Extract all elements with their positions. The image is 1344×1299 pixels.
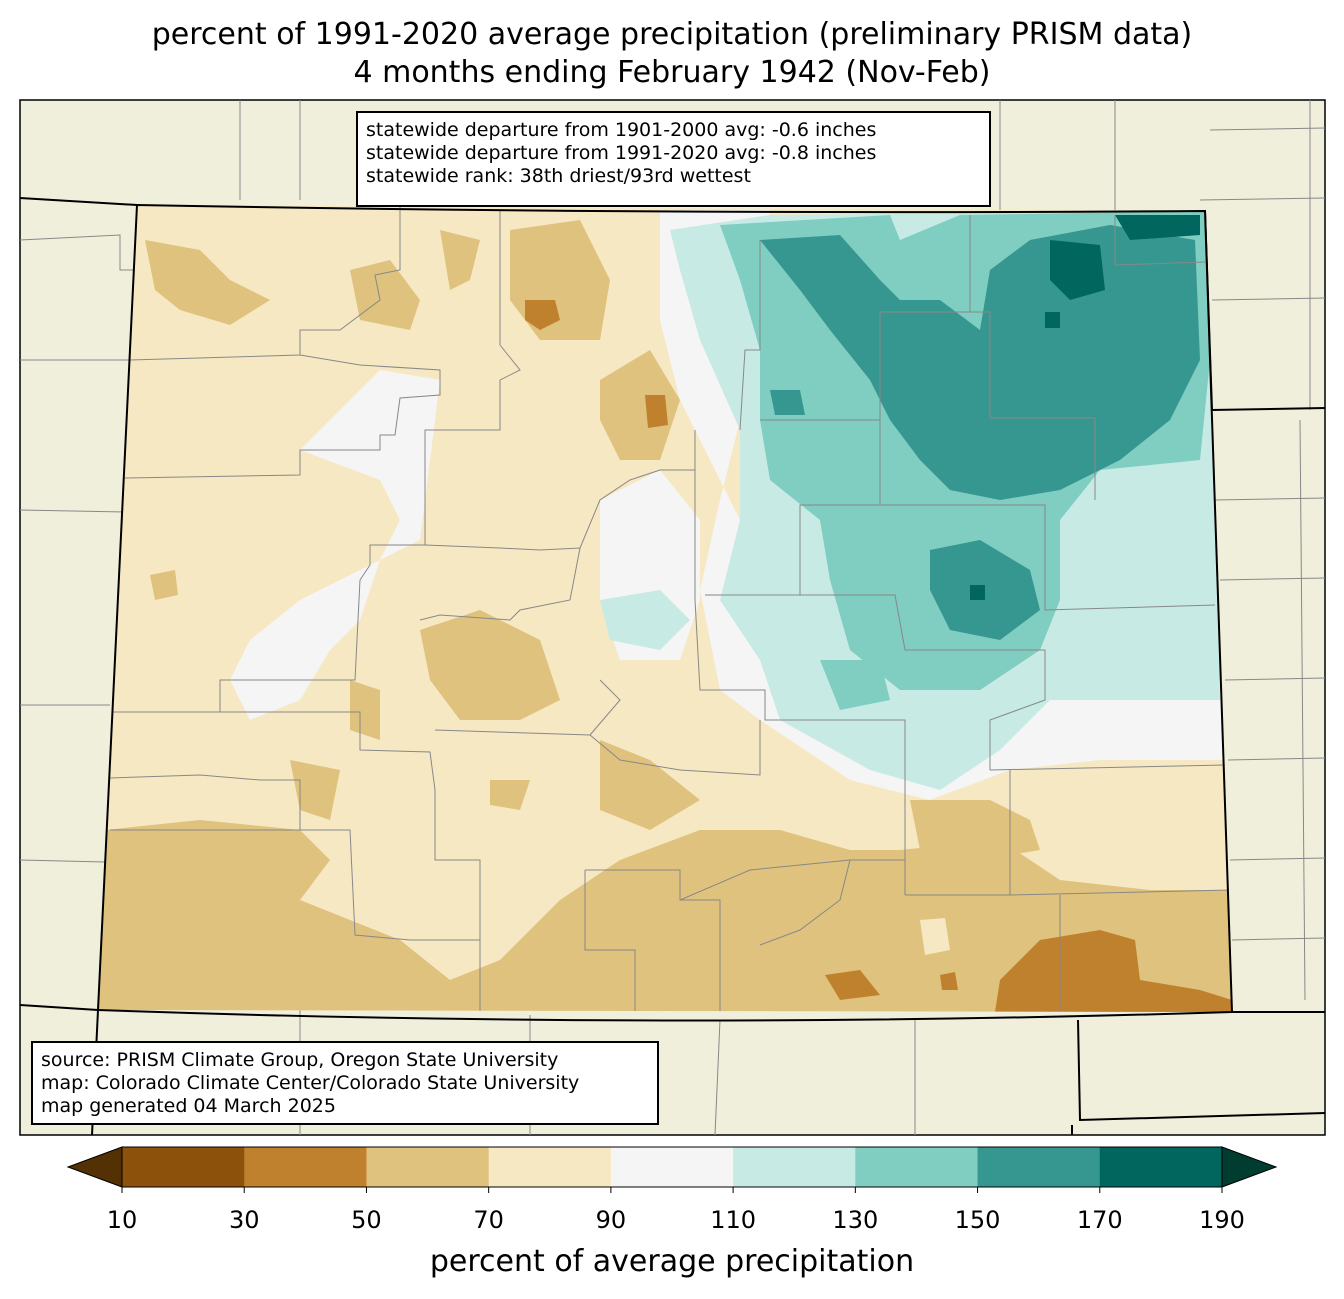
map-title-line1: percent of 1991-2020 average precipitati… <box>151 17 1193 52</box>
colorbar-tick-label-130: 130 <box>832 1206 879 1234</box>
colorbar-tick-label-110: 110 <box>710 1206 757 1234</box>
neighbor-county-lines <box>19 100 1326 1136</box>
colorbar-tick-label-50: 50 <box>351 1206 382 1234</box>
map-title-line2: 4 months ending February 1942 (Nov-Feb) <box>353 55 991 90</box>
statewide-stats-box: statewide departure from 1901-2000 avg: … <box>356 111 991 207</box>
colorbar <box>66 1146 1278 1193</box>
colorbar-cell-5 <box>733 1147 856 1187</box>
colorbar-cell-2 <box>366 1147 490 1187</box>
stats-line-3: statewide rank: 38th driest/93rd wettest <box>366 165 751 187</box>
colorbar-cell-8 <box>1099 1147 1223 1187</box>
colorbar-cell-0 <box>122 1147 245 1187</box>
county-lines <box>109 205 1231 1012</box>
colorbar-cell-1 <box>244 1147 367 1187</box>
source-box: source: PRISM Climate Group, Oregon Stat… <box>31 1041 659 1125</box>
source-line-2: map: Colorado Climate Center/Colorado St… <box>41 1072 580 1094</box>
colorbar-cell-4 <box>610 1147 734 1187</box>
source-line-1: source: PRISM Climate Group, Oregon Stat… <box>41 1049 559 1071</box>
colorbar-under-arrow <box>66 1146 123 1188</box>
colorbar-tick-label-70: 70 <box>473 1206 504 1234</box>
colorado-border <box>96 203 1234 1022</box>
colorbar-cell-6 <box>855 1147 979 1187</box>
colorbar-tick-label-170: 170 <box>1076 1206 1123 1234</box>
colorbar-cell-3 <box>488 1147 612 1187</box>
colorbar-tick-label-10: 10 <box>106 1206 138 1234</box>
colorbar-tick-label-150: 150 <box>954 1206 1001 1234</box>
colorbar-cell-7 <box>977 1147 1101 1187</box>
colorbar-over-arrow <box>1221 1146 1278 1188</box>
stats-line-1: statewide departure from 1901-2000 avg: … <box>366 119 877 141</box>
stats-line-2: statewide departure from 1991-2020 avg: … <box>366 142 877 164</box>
source-line-3: map generated 04 March 2025 <box>41 1095 336 1117</box>
colorbar-tick-label-190: 190 <box>1199 1206 1245 1234</box>
colorbar-tick-label-90: 90 <box>595 1206 627 1234</box>
colorbar-label: percent of average precipitation <box>429 1244 915 1279</box>
precipitation-field <box>98 205 1232 1012</box>
colorbar-tick-label-30: 30 <box>228 1206 260 1234</box>
